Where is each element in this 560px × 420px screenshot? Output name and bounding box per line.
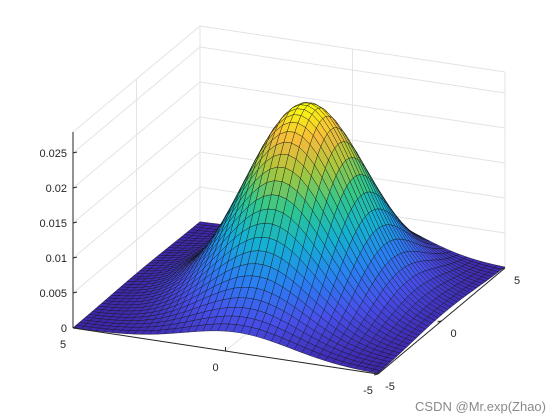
tick-labels: 0 0.005 0.01 0.015 0.02 0.025 -5 0 5 -5 0 5 xyxy=(39,148,520,397)
x-tick-label: -5 xyxy=(363,385,373,397)
z-tick-label: 0 xyxy=(61,323,67,335)
x-tick-label: 0 xyxy=(212,362,218,374)
z-tick xyxy=(72,186,78,189)
z-tick-label: 0.02 xyxy=(46,183,67,195)
z-tick xyxy=(72,221,78,224)
z-tick xyxy=(72,151,78,154)
y-tick xyxy=(437,320,442,323)
surface-mesh xyxy=(72,102,506,374)
z-tick-label: 0.025 xyxy=(39,148,67,160)
y-tick-label: -5 xyxy=(385,381,395,393)
z-tick xyxy=(72,291,78,294)
watermark: CSDN @Mr.exp(Zhao) xyxy=(415,399,546,414)
z-tick-label: 0.01 xyxy=(46,253,67,265)
y-tick xyxy=(500,267,506,270)
y-tick-label: 0 xyxy=(450,328,456,340)
z-tick xyxy=(72,256,78,259)
x-tick-label: 5 xyxy=(60,339,66,351)
y-tick xyxy=(373,373,379,376)
axes-box xyxy=(72,132,506,376)
y-tick-label: 5 xyxy=(514,275,520,287)
z-tick-label: 0.015 xyxy=(39,218,67,230)
z-tick-label: 0.005 xyxy=(39,288,67,300)
z-tick xyxy=(72,326,78,329)
